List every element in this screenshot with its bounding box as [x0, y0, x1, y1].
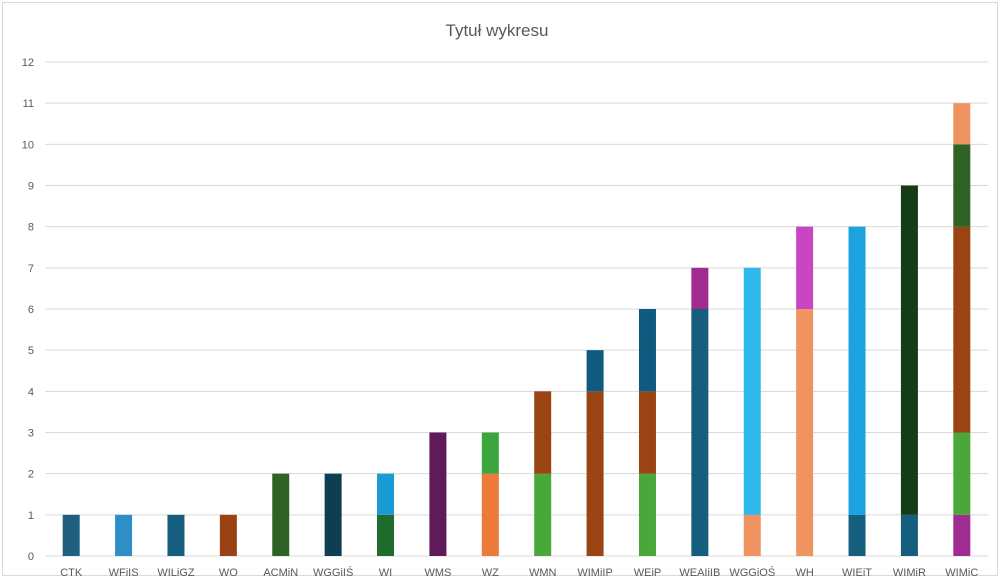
bar-segment [953, 514, 971, 556]
bar-segment [796, 226, 814, 309]
x-tick-label: WIMiIP [577, 567, 612, 579]
x-axis: CTK WFiIS WILiGZ WO ACMiN WGGiIŚ WI WMS WZ WMN WIM… [60, 566, 978, 579]
bar-segment [272, 473, 290, 556]
y-tick-label: 3 [28, 428, 34, 440]
x-tick-label: WEiP [634, 567, 662, 579]
y-tick-label: 1 [28, 510, 34, 522]
bar-segment [900, 185, 918, 515]
bar-segment [167, 514, 185, 556]
y-tick-label: 12 [22, 57, 34, 69]
gridlines [45, 61, 988, 557]
bar-segment [953, 144, 971, 227]
x-tick-label: WZ [482, 567, 499, 579]
bar-segment [219, 514, 237, 556]
bar-segment [743, 267, 761, 515]
bar-segment [324, 473, 342, 556]
x-tick-label: WMN [529, 567, 557, 579]
x-tick-label: WIMiR [893, 567, 926, 579]
bar-segment [638, 473, 656, 556]
x-tick-label: WIMiC [945, 567, 978, 579]
bar-segment [691, 267, 709, 309]
x-tick-label: WGGiIŚ [313, 566, 353, 579]
bar-segment [743, 514, 761, 556]
y-tick-label: 2 [28, 469, 34, 481]
bar-segment [953, 103, 971, 145]
x-tick-label: WI [379, 567, 392, 579]
y-tick-label: 8 [28, 222, 34, 234]
bar-segment [62, 514, 80, 556]
y-tick-label: 0 [28, 551, 34, 563]
bar-segment [953, 432, 971, 515]
x-tick-label: ACMiN [263, 567, 298, 579]
y-tick-label: 7 [28, 263, 34, 275]
bar-segment [586, 391, 604, 556]
bars [62, 103, 971, 556]
y-tick-label: 9 [28, 181, 34, 193]
bar-segment [691, 309, 709, 556]
bar-segment [481, 473, 499, 556]
x-tick-label: WH [795, 567, 813, 579]
bar-segment [796, 309, 814, 556]
bar-segment [638, 391, 656, 474]
y-tick-label: 11 [23, 98, 34, 110]
bar-segment [848, 514, 866, 556]
x-tick-label: WILiGZ [157, 567, 195, 579]
x-tick-label: WO [219, 567, 238, 579]
bar-segment [115, 514, 133, 556]
x-tick-label: WFiIS [109, 567, 139, 579]
bar-segment [848, 226, 866, 515]
bar-segment [534, 391, 552, 474]
x-tick-label: WGGiOŚ [729, 566, 775, 579]
bar-segment [900, 514, 918, 556]
bar-segment [481, 432, 499, 474]
x-tick-label: WMS [424, 567, 451, 579]
y-tick-label: 4 [28, 386, 34, 398]
bar-segment [377, 473, 395, 515]
bar-segment [534, 473, 552, 556]
x-tick-label: WIEiT [842, 567, 872, 579]
x-tick-label: WEAIiIB [679, 567, 720, 579]
bar-segment [638, 309, 656, 392]
bar-segment [586, 350, 604, 392]
bar-segment [429, 432, 447, 556]
y-tick-label: 10 [22, 139, 34, 151]
y-tick-label: 5 [28, 345, 34, 357]
bar-segment [953, 226, 971, 433]
y-tick-label: 6 [28, 304, 34, 316]
bar-segment [377, 514, 395, 556]
chart-title: Tytuł wykresu [446, 21, 549, 40]
x-tick-label: CTK [60, 567, 83, 579]
